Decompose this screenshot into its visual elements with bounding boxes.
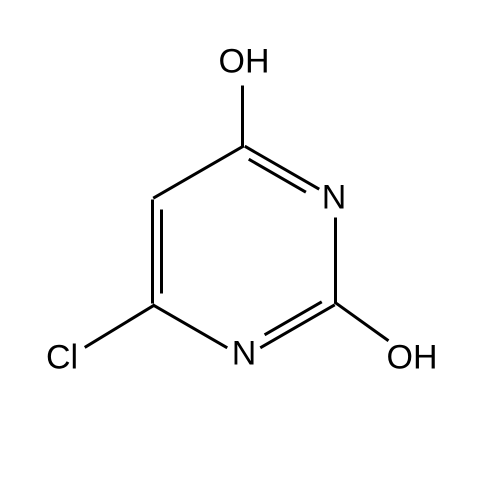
bond-line [241, 86, 244, 148]
atom-label-n3: N [232, 335, 257, 374]
bond-line [244, 145, 320, 191]
bond-line [334, 218, 337, 304]
bond-line [334, 301, 389, 342]
bond-line [152, 303, 228, 349]
atom-label-cl: Cl [46, 339, 78, 378]
atom-label-oh_right: OH [387, 339, 438, 378]
bond-line [151, 200, 154, 304]
bond-line [152, 145, 243, 200]
bond-line [160, 210, 163, 294]
atom-label-oh_top: OH [219, 43, 270, 82]
bond-line [84, 304, 155, 349]
atom-label-n1: N [322, 179, 347, 218]
bond-line [260, 304, 336, 350]
